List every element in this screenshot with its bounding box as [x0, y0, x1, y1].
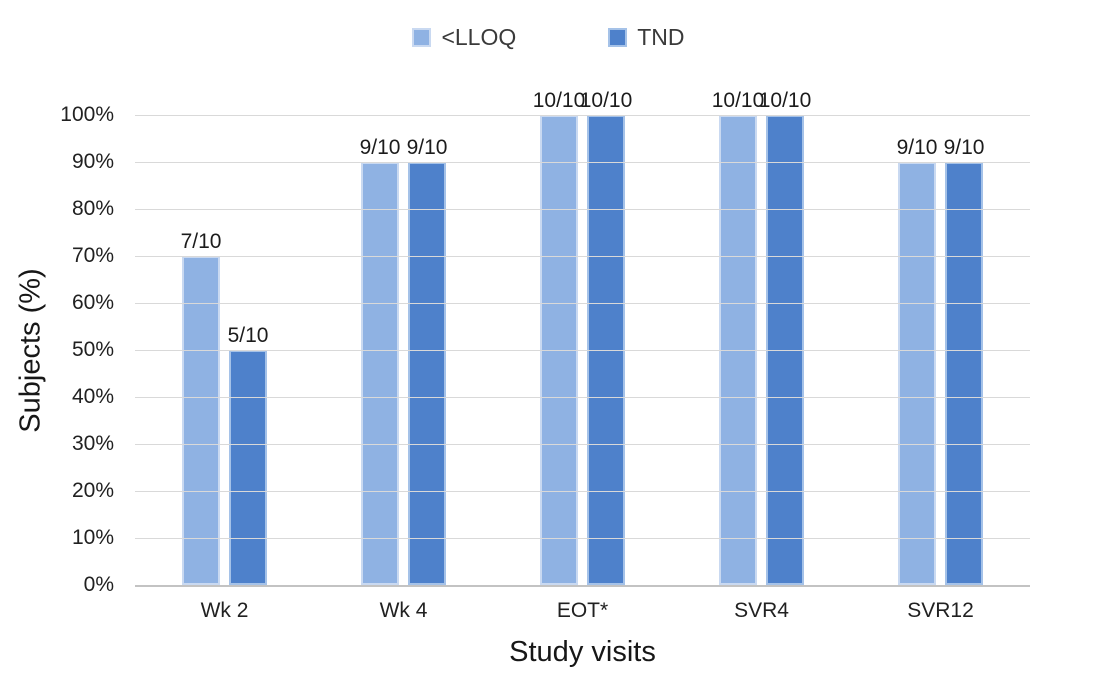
gridline — [135, 115, 1030, 116]
bar-data-label: 10/10 — [758, 89, 812, 112]
y-tick-label: 100% — [60, 103, 114, 126]
bar-tnd: 9/10 — [407, 136, 447, 585]
gridline — [135, 350, 1030, 351]
gridline — [135, 303, 1030, 304]
legend-label-lloq: <LLOQ — [441, 24, 517, 50]
y-tick-label: 70% — [71, 244, 114, 267]
y-tick-label: 90% — [71, 150, 114, 173]
y-tick-label: 30% — [71, 432, 114, 455]
bar-group-wk-4: 9/10 9/10 — [314, 115, 493, 585]
bar-tnd: 9/10 — [944, 136, 984, 585]
y-axis-ticks: 0% 10% 20% 30% 40% 50% 60% 70% 80% 90% 100% — [0, 103, 114, 596]
bar-data-label: 10/10 — [579, 89, 633, 112]
legend-label-tnd: TND — [637, 24, 685, 50]
y-tick-label: 0% — [83, 573, 114, 596]
x-tick-label: SVR12 — [907, 599, 974, 622]
legend: <LLOQ TND — [0, 24, 1097, 51]
bar-group-svr12: 9/10 9/10 — [851, 115, 1030, 585]
gridline — [135, 444, 1030, 445]
legend-item-lloq: <LLOQ — [412, 24, 516, 51]
gridline — [135, 162, 1030, 163]
bar-data-label: 10/10 — [532, 89, 586, 112]
gridline — [135, 256, 1030, 257]
bar-group-wk-2: 7/10 5/10 — [135, 115, 314, 585]
y-tick-label: 80% — [71, 197, 114, 220]
x-axis-line — [135, 585, 1030, 587]
x-tick-label: Wk 4 — [379, 599, 428, 622]
gridline — [135, 538, 1030, 539]
bar-data-label: 9/10 — [406, 136, 448, 159]
plot-area: 7/10 5/10 9/10 9/10 10/10 10/10 10/10 10/10 9/10… — [135, 89, 1030, 587]
gridline — [135, 397, 1030, 398]
gridline — [135, 209, 1030, 210]
y-tick-label: 50% — [71, 338, 114, 361]
x-axis-ticks: Wk 2 Wk 4 EOT* SVR4 SVR12 — [135, 599, 1030, 623]
legend-item-tnd: TND — [608, 24, 685, 51]
bar-lloq: 9/10 — [360, 136, 400, 585]
gridline — [135, 491, 1030, 492]
x-tick-label: Wk 2 — [200, 599, 249, 622]
bar-data-label: 9/10 — [359, 136, 401, 159]
legend-swatch-lloq-icon — [412, 28, 432, 47]
bar-data-label: 9/10 — [943, 136, 985, 159]
legend-swatch-tnd-icon — [608, 28, 628, 47]
bar-lloq: 9/10 — [897, 136, 937, 585]
bar-data-label: 5/10 — [227, 324, 269, 347]
x-tick-label: SVR4 — [734, 599, 789, 622]
x-tick-label: EOT* — [556, 599, 609, 622]
bar-data-label: 7/10 — [180, 230, 222, 253]
y-tick-label: 20% — [71, 479, 114, 502]
y-tick-label: 60% — [71, 291, 114, 314]
y-tick-label: 10% — [71, 526, 114, 549]
x-axis-title: Study visits — [509, 636, 656, 668]
bar-data-label: 9/10 — [896, 136, 938, 159]
bar-tnd: 5/10 — [228, 324, 268, 585]
bar-data-label: 10/10 — [711, 89, 765, 112]
y-tick-label: 40% — [71, 385, 114, 408]
bar-lloq: 7/10 — [181, 230, 221, 585]
